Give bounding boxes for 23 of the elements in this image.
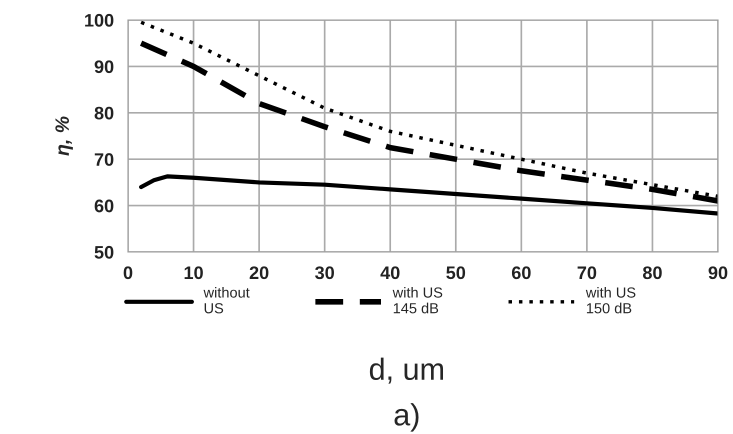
x-axis-title: d, um [370,358,444,384]
x-tick-label: 20 [250,266,268,280]
x-tick-label: 80 [642,266,662,280]
y-tick-label: 80 [94,106,114,120]
x-tick-label: 10 [184,266,203,280]
x-tick-label: 60 [512,266,531,280]
x-tick-label: 40 [380,266,400,280]
x-tick-label: 70 [578,266,596,280]
y-tick-label: 70 [94,153,114,166]
x-tick-label: 90 [708,266,728,280]
x-tick-label: 0 [124,266,132,280]
x-tick-label: 50 [446,266,466,280]
legend-label: without US [204,286,250,314]
y-tick-label: 100 [85,14,114,27]
y-tick-label: 50 [94,246,114,259]
y-tick-label: 90 [94,60,114,74]
y-axis-title: η, % [55,116,73,156]
legend-label: with US 145 dB [392,286,442,314]
legend-label: with US 150 dB [586,286,636,314]
y-tick-label: 60 [94,200,114,212]
text: a) [394,403,419,432]
line-series [139,174,718,216]
x-tick-label: 30 [315,266,334,280]
